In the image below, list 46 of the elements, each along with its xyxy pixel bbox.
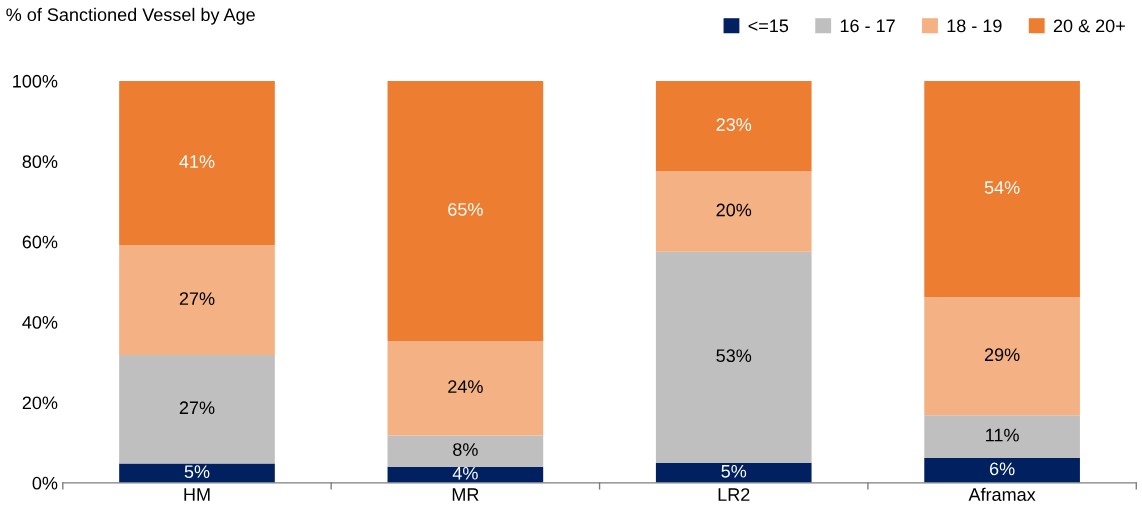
- data-label: 53%: [716, 349, 752, 363]
- y-tick-label: 40%: [22, 316, 58, 329]
- bar: [119, 80, 275, 246]
- chart-title: % of Sanctioned Vessel by Age: [6, 7, 255, 25]
- y-tick-label: 80%: [22, 155, 58, 169]
- legend-label: 16 - 17: [840, 19, 895, 33]
- bar: [387, 340, 544, 436]
- data-label: 54%: [984, 181, 1020, 194]
- x-tick-label: HM: [184, 488, 210, 501]
- bar: [119, 245, 275, 356]
- bar: [119, 355, 275, 464]
- data-label: 20%: [716, 203, 752, 217]
- data-label: 29%: [984, 348, 1020, 362]
- data-label: 11%: [986, 428, 1019, 442]
- bar: [119, 463, 275, 483]
- data-label: 41%: [179, 155, 215, 168]
- y-tick-label: 100%: [13, 74, 58, 88]
- data-label: 27%: [179, 292, 215, 305]
- data-label: 5%: [184, 465, 210, 479]
- data-label: 65%: [448, 203, 483, 216]
- x-tick-label: Aframax: [968, 487, 1036, 501]
- y-tick-label: 0%: [32, 476, 58, 490]
- y-tick-label: 60%: [22, 235, 58, 249]
- bar: [655, 462, 812, 483]
- bar: [387, 80, 544, 341]
- data-label: 27%: [179, 401, 215, 415]
- data-label: 4%: [452, 466, 478, 480]
- x-tick-label: MR: [452, 488, 479, 501]
- bar: [387, 435, 544, 467]
- bar: [924, 415, 1080, 458]
- bar: [655, 171, 812, 252]
- data-label: 6%: [989, 462, 1015, 476]
- data-label: 5%: [721, 464, 747, 478]
- legend-label: <=15: [748, 19, 789, 33]
- x-tick-label: LR2: [718, 488, 750, 501]
- bar: [924, 80, 1080, 298]
- legend-label: 18 - 19: [947, 19, 1002, 33]
- legend-label: 20 & 20+: [1053, 19, 1125, 33]
- data-label: 8%: [453, 443, 478, 456]
- bar: [655, 80, 812, 172]
- bar: [924, 457, 1080, 483]
- bar: [655, 251, 812, 463]
- y-tick-label: 20%: [22, 396, 58, 410]
- data-label: 24%: [448, 380, 483, 393]
- bar: [924, 297, 1080, 416]
- data-label: 23%: [716, 118, 752, 131]
